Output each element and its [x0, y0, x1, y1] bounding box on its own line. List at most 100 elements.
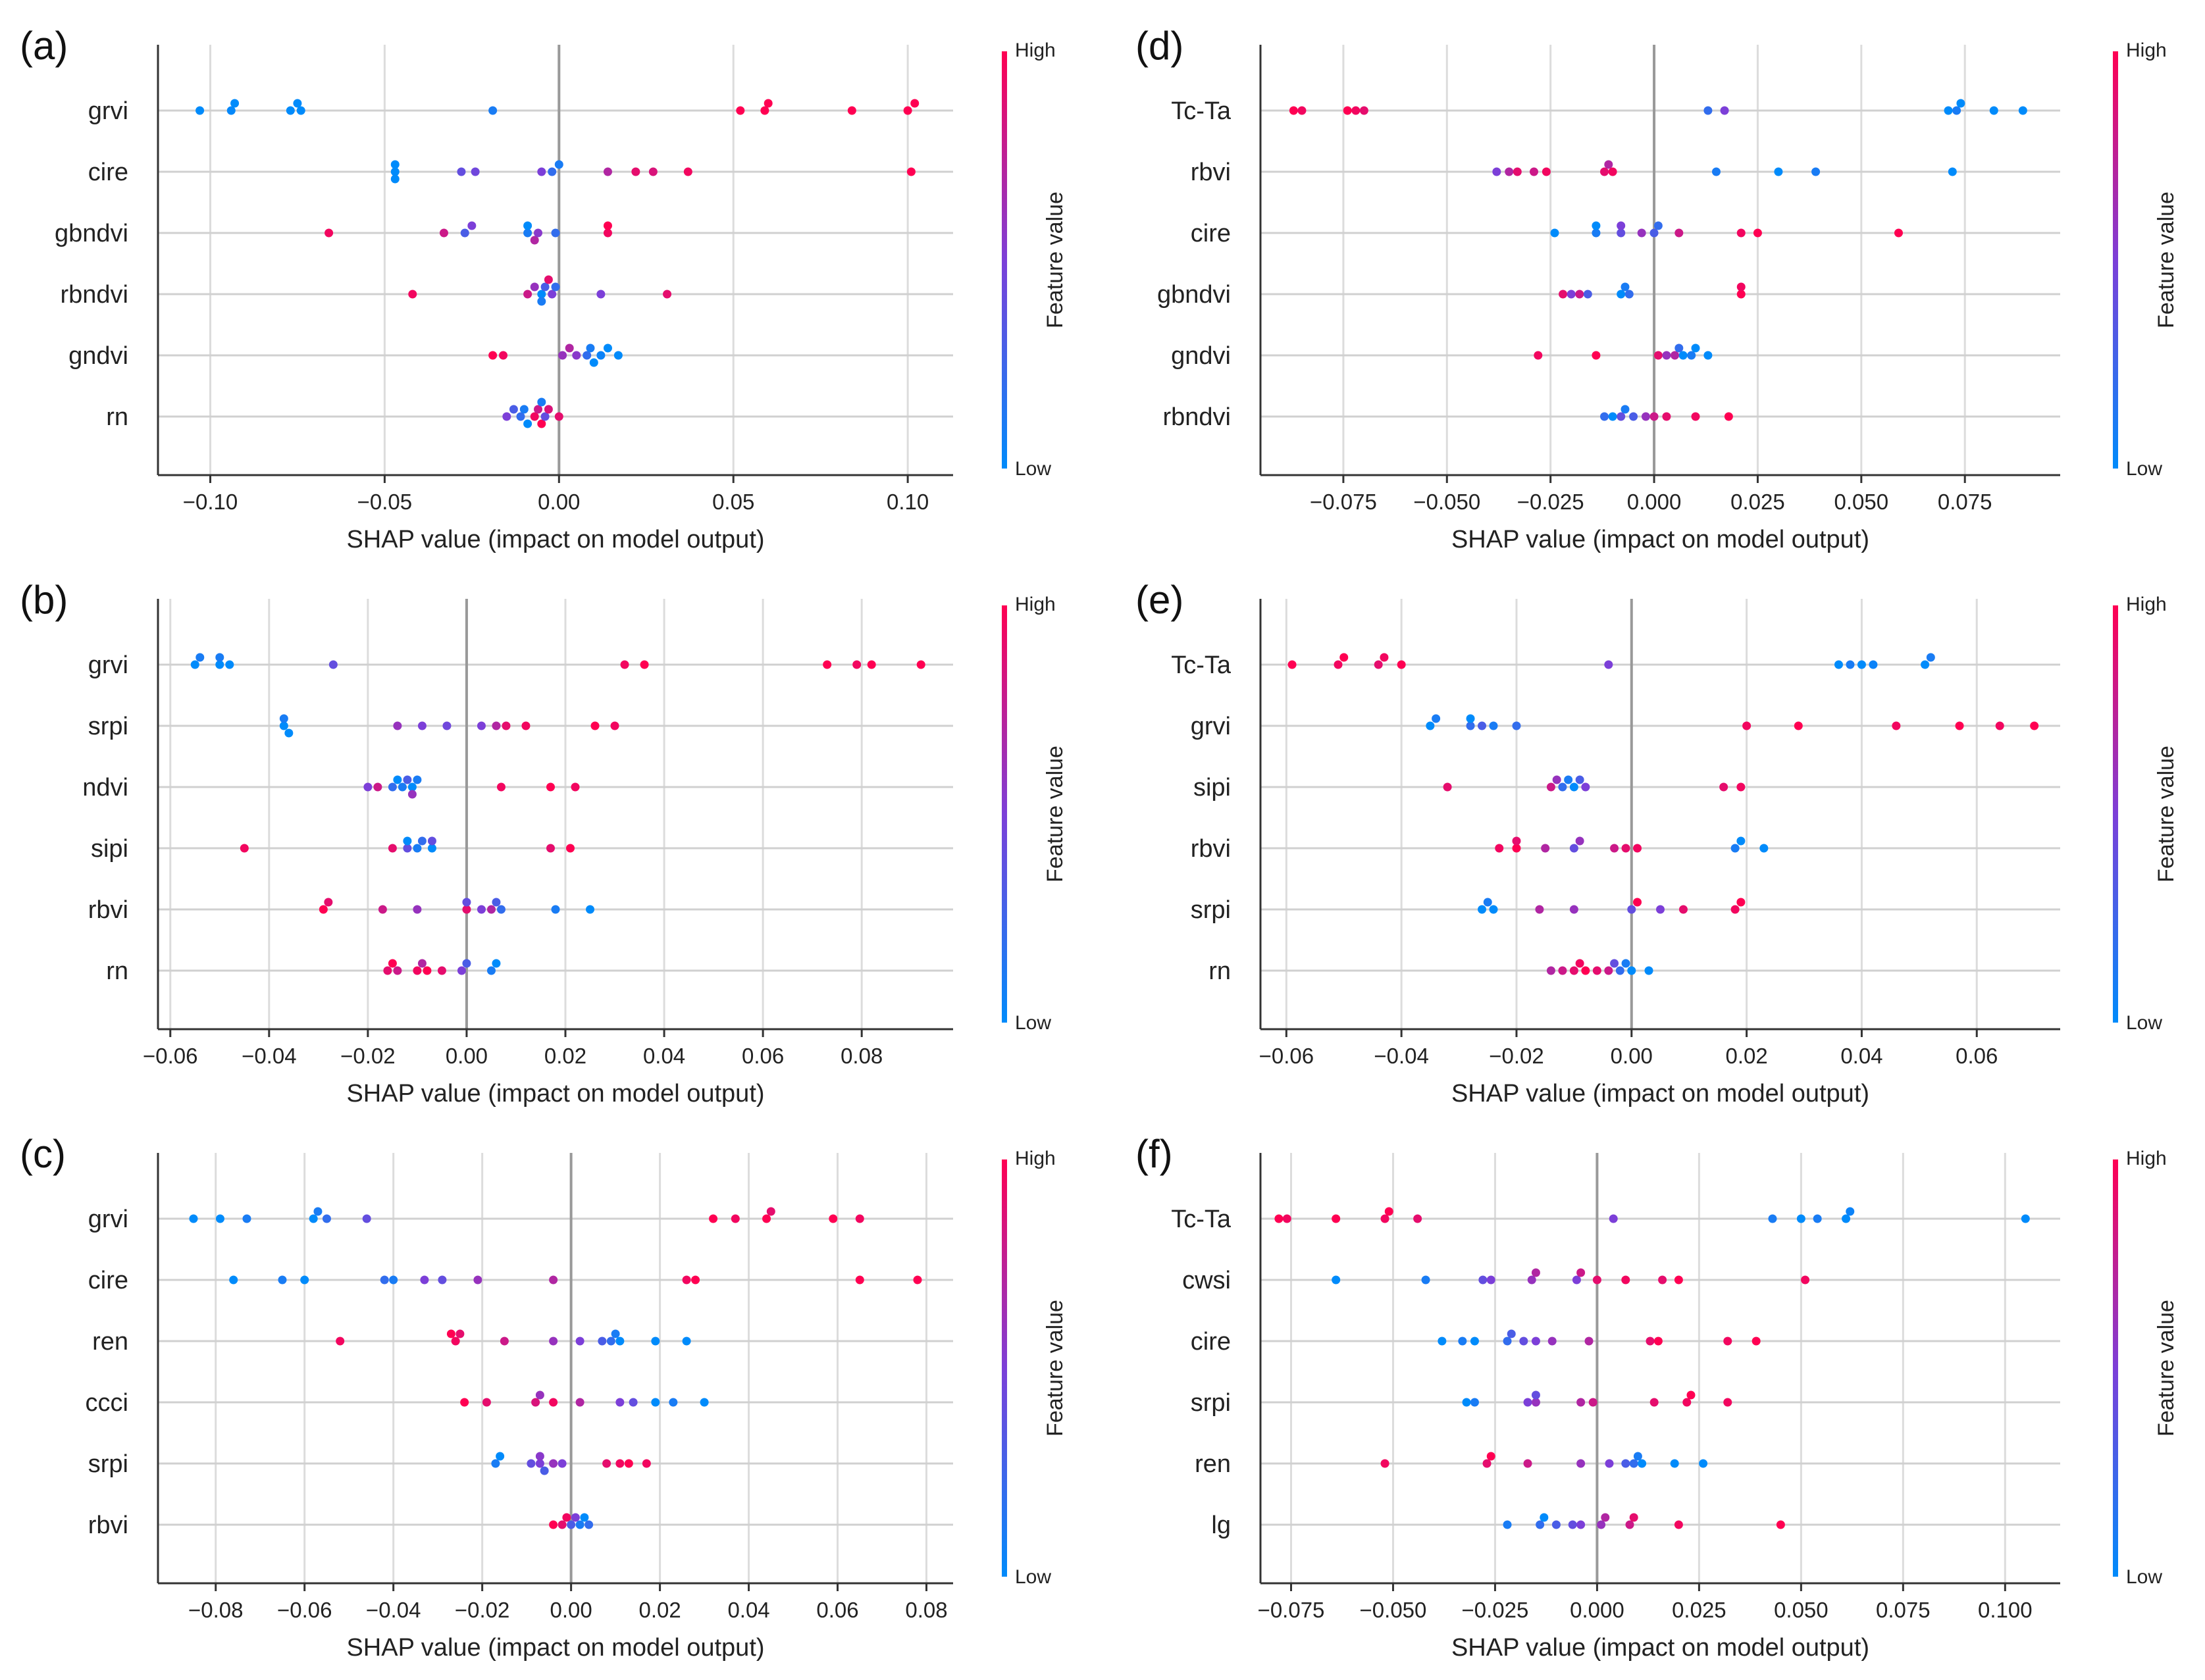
- x-tick-label: 0.08: [841, 1044, 883, 1068]
- shap-point: [1948, 167, 1957, 176]
- shap-point: [388, 782, 397, 792]
- shap-point: [390, 160, 400, 169]
- feature-label-Tc-Ta: Tc-Ta: [1171, 1206, 1232, 1233]
- x-tick-label: 0.06: [1956, 1044, 1998, 1068]
- shap-point: [1703, 106, 1713, 115]
- shap-point: [1637, 228, 1646, 238]
- shap-point: [1649, 1398, 1659, 1407]
- shap-point: [362, 1214, 371, 1223]
- shap-point: [488, 351, 498, 360]
- shap-point: [571, 1513, 580, 1522]
- colorbar-high-label: High: [2126, 39, 2167, 61]
- shap-point: [451, 1336, 460, 1346]
- shap-point: [1572, 1275, 1581, 1285]
- shap-point: [867, 660, 876, 669]
- shap-point: [1550, 228, 1559, 238]
- shap-point: [551, 282, 560, 292]
- shap-point: [610, 721, 619, 730]
- shap-point: [279, 721, 288, 730]
- x-tick-label: −0.08: [188, 1598, 244, 1622]
- shap-point: [378, 905, 387, 914]
- shap-point: [319, 905, 328, 914]
- shap-point: [540, 282, 550, 292]
- feature-label-rbvi: rbvi: [1191, 159, 1231, 186]
- feature-label-srpi: srpi: [88, 1450, 128, 1478]
- shap-point: [460, 228, 469, 238]
- feature-label-cwsi: cwsi: [1182, 1267, 1231, 1294]
- x-tick-label: −0.02: [340, 1044, 396, 1068]
- shap-point: [499, 351, 508, 360]
- feature-label-gndvi: gndvi: [68, 342, 128, 370]
- shap-point: [1736, 228, 1746, 238]
- x-tick-label: −0.04: [242, 1044, 297, 1068]
- shap-point: [584, 1520, 594, 1529]
- shap-point: [1658, 1275, 1667, 1285]
- colorbar-axis-label: Feature value: [1043, 191, 1068, 328]
- shap-point: [413, 966, 422, 975]
- colorbar: [1002, 1159, 1007, 1577]
- x-tick-label: 0.06: [816, 1598, 858, 1622]
- shap-point: [473, 1275, 482, 1285]
- shap-point: [1719, 782, 1728, 792]
- shap-point: [1604, 160, 1613, 169]
- shap-point: [457, 167, 466, 176]
- shap-point: [1282, 1214, 1291, 1223]
- shap-point: [1952, 106, 1961, 115]
- colorbar-axis-label: Feature value: [2154, 746, 2179, 882]
- shap-point: [1380, 1214, 1389, 1223]
- shap-point: [531, 1398, 540, 1407]
- shap-point: [1512, 836, 1521, 846]
- colorbar-axis-label: Feature value: [2154, 1300, 2179, 1437]
- shap-point: [1581, 782, 1590, 792]
- shap-point: [1617, 290, 1626, 299]
- shap-point: [1551, 1520, 1561, 1529]
- shap-point: [215, 653, 224, 662]
- shap-point: [328, 660, 338, 669]
- x-tick-label: 0.100: [1978, 1598, 2033, 1622]
- shap-point: [390, 167, 400, 176]
- shap-point: [1374, 660, 1383, 669]
- shap-point: [1751, 1336, 1761, 1346]
- shap-point: [2018, 106, 2027, 115]
- shap-point: [1558, 966, 1567, 975]
- shap-point: [1558, 782, 1567, 792]
- shap-point: [1466, 714, 1475, 723]
- x-tick-label: −0.04: [366, 1598, 421, 1622]
- shap-point: [1559, 290, 1568, 299]
- shap-point: [1846, 1207, 1855, 1216]
- x-axis-title: SHAP value (impact on model output): [346, 526, 764, 553]
- shap-point: [558, 351, 567, 360]
- shap-point: [1513, 167, 1522, 176]
- x-tick-label: −0.050: [1413, 490, 1480, 514]
- shap-point: [534, 228, 543, 238]
- shap-point: [417, 721, 427, 730]
- shap-point: [603, 221, 612, 230]
- shap-point: [516, 412, 525, 421]
- panel-e: (e) −0.06 −0.04 −0.02 0.00 0.02 0.04 0.06 SHAP v…: [1135, 578, 2179, 1107]
- shap-point: [535, 1452, 544, 1461]
- colorbar-low-label: Low: [1015, 1566, 1051, 1588]
- shap-point: [439, 228, 448, 238]
- shap-point: [1380, 1459, 1389, 1468]
- shap-point: [455, 1329, 465, 1338]
- shap-point: [1653, 351, 1663, 360]
- shap-point: [1466, 721, 1475, 730]
- feature-label-rn: rn: [106, 403, 128, 431]
- shap-point: [1641, 412, 1650, 421]
- x-axis-title: SHAP value (impact on model output): [1451, 1080, 1869, 1107]
- colorbar-low-label: Low: [1015, 1012, 1051, 1034]
- shap-point: [1384, 1207, 1393, 1216]
- shap-point: [1486, 1275, 1495, 1285]
- shap-point: [1597, 1520, 1606, 1529]
- feature-label-rbvi: rbvi: [1191, 835, 1231, 863]
- shap-point: [731, 1214, 740, 1223]
- shap-point: [1527, 1275, 1536, 1285]
- shap-point: [1703, 351, 1713, 360]
- shap-point: [537, 419, 546, 428]
- shap-point: [1892, 721, 1901, 730]
- shap-point: [1297, 106, 1307, 115]
- shap-point: [1605, 1459, 1614, 1468]
- shap-point: [1617, 412, 1626, 421]
- shap-point: [1334, 660, 1343, 669]
- shap-point: [403, 844, 412, 853]
